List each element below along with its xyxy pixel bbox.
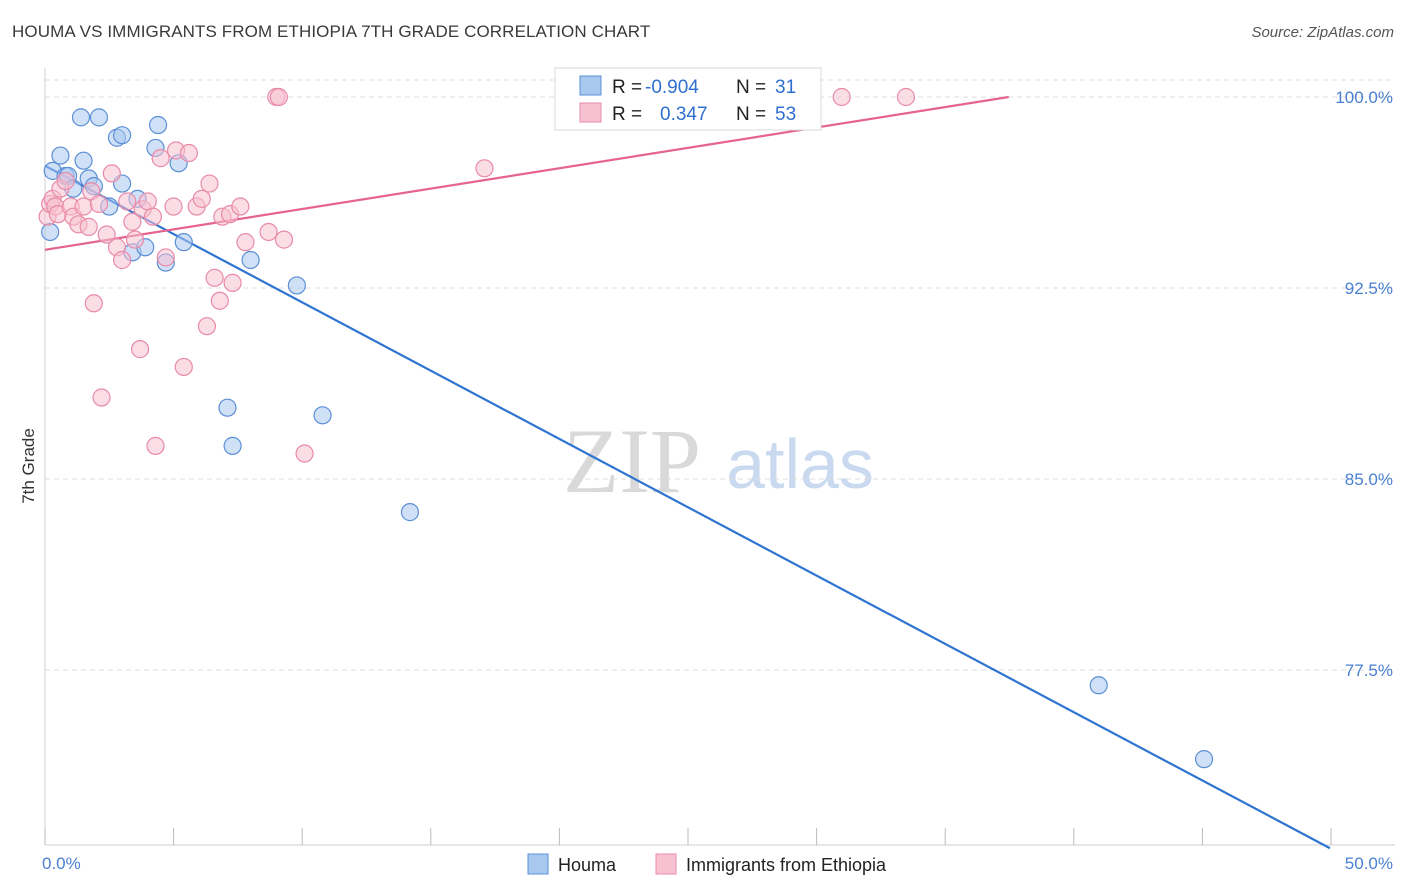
point-ethiopia-11	[79, 217, 98, 236]
gridlines	[45, 79, 1395, 671]
legend-n-value-houma: 31	[775, 77, 796, 98]
bottom-legend-label-houma: Houma	[558, 855, 617, 875]
point-ethiopia-50	[475, 159, 494, 178]
point-ethiopia-37	[200, 174, 219, 193]
trend-line-ethiopia	[44, 95, 1009, 251]
point-ethiopia-45	[259, 222, 278, 242]
legend-swatch-ethiopia	[579, 102, 602, 123]
data-points	[38, 87, 1214, 769]
point-ethiopia-25	[138, 192, 157, 211]
legend-n-value-ethiopia: 53	[775, 104, 796, 125]
bottom-legend-swatch-houma	[527, 853, 549, 875]
chart-title: HOUMA VS IMMIGRANTS FROM ETHIOPIA 7TH GR…	[12, 22, 651, 41]
point-ethiopia-17	[102, 164, 121, 183]
point-houma-7	[74, 151, 93, 170]
point-ethiopia-26	[143, 207, 163, 226]
point-ethiopia-47	[269, 87, 288, 107]
point-ethiopia-38	[205, 268, 224, 287]
point-ethiopia-15	[92, 388, 111, 407]
point-ethiopia-19	[112, 250, 132, 270]
point-ethiopia-48	[274, 230, 294, 249]
point-houma-0	[41, 222, 60, 242]
point-ethiopia-43	[231, 197, 250, 216]
x-tick-label-0: 0.0%	[42, 854, 81, 873]
point-houma-22	[174, 233, 193, 252]
axes	[44, 68, 1395, 846]
point-houma-13	[112, 126, 132, 145]
point-ethiopia-29	[156, 248, 175, 267]
point-ethiopia-44	[236, 233, 255, 252]
point-ethiopia-36	[197, 317, 217, 336]
point-ethiopia-27	[146, 436, 165, 455]
point-houma-26	[287, 276, 306, 295]
point-ethiopia-13	[84, 294, 103, 313]
point-ethiopia-23	[130, 340, 150, 359]
trend-line-houma	[44, 164, 1331, 850]
point-houma-2	[51, 146, 70, 165]
point-houma-25	[241, 250, 260, 270]
point-houma-30	[1194, 750, 1214, 769]
point-ethiopia-20	[118, 192, 137, 211]
point-ethiopia-21	[123, 212, 142, 231]
point-houma-6	[71, 108, 91, 127]
legend-n-label-ethiopia: N =	[736, 104, 766, 125]
point-ethiopia-49	[295, 444, 314, 463]
y-tick-labels: 100.0% 92.5% 85.0% 77.5%	[1335, 88, 1393, 680]
legend-swatch-houma	[579, 75, 602, 96]
point-ethiopia-30	[164, 197, 183, 216]
point-houma-19	[148, 115, 168, 135]
legend-r-value-ethiopia: 0.347	[660, 104, 708, 125]
watermark-zip: ZIP	[563, 410, 701, 512]
point-houma-29	[1089, 676, 1108, 695]
y-tick-label-3: 77.5%	[1345, 661, 1393, 680]
legend-r-label-houma: R =	[612, 77, 642, 98]
point-ethiopia-52	[896, 87, 916, 107]
point-ethiopia-10	[74, 197, 93, 216]
trend-lines	[44, 95, 1331, 850]
bottom-legend-label-ethiopia: Immigrants from Ethiopia	[686, 855, 887, 875]
x-tick-labels: 0.0% 50.0%	[42, 854, 1393, 873]
y-axis-label: 7th Grade	[19, 428, 38, 504]
point-houma-10	[89, 108, 109, 127]
point-ethiopia-33	[179, 143, 199, 163]
y-tick-label-0: 100.0%	[1335, 88, 1393, 107]
point-ethiopia-14	[89, 194, 109, 214]
point-ethiopia-28	[151, 149, 170, 168]
bottom-legend-swatch-ethiopia	[655, 853, 677, 875]
point-ethiopia-39	[210, 291, 229, 310]
point-houma-23	[218, 398, 237, 417]
point-ethiopia-16	[97, 225, 116, 244]
point-houma-27	[313, 406, 332, 425]
stats-legend: R = -0.904 N = 31 R = 0.347 N = 53	[554, 67, 822, 131]
legend-n-label-houma: N =	[736, 77, 766, 98]
point-ethiopia-32	[174, 357, 193, 377]
point-ethiopia-6	[56, 171, 75, 191]
series-legend: Houma Immigrants from Ethiopia	[527, 853, 887, 875]
y-tick-label-1: 92.5%	[1345, 279, 1393, 298]
y-tick-label-2: 85.0%	[1345, 470, 1393, 489]
source-credit: Source: ZipAtlas.com	[1251, 24, 1394, 41]
point-ethiopia-42	[223, 273, 242, 293]
point-houma-24	[223, 436, 242, 455]
point-ethiopia-35	[192, 189, 211, 208]
x-tick-label-1: 50.0%	[1345, 854, 1393, 873]
legend-r-value-houma: -0.904	[645, 77, 699, 98]
watermark-atlas: atlas	[726, 425, 874, 503]
point-ethiopia-22	[125, 230, 145, 249]
point-houma-28	[400, 503, 420, 522]
point-ethiopia-51	[832, 87, 851, 107]
legend-r-label-ethiopia: R =	[612, 104, 642, 125]
